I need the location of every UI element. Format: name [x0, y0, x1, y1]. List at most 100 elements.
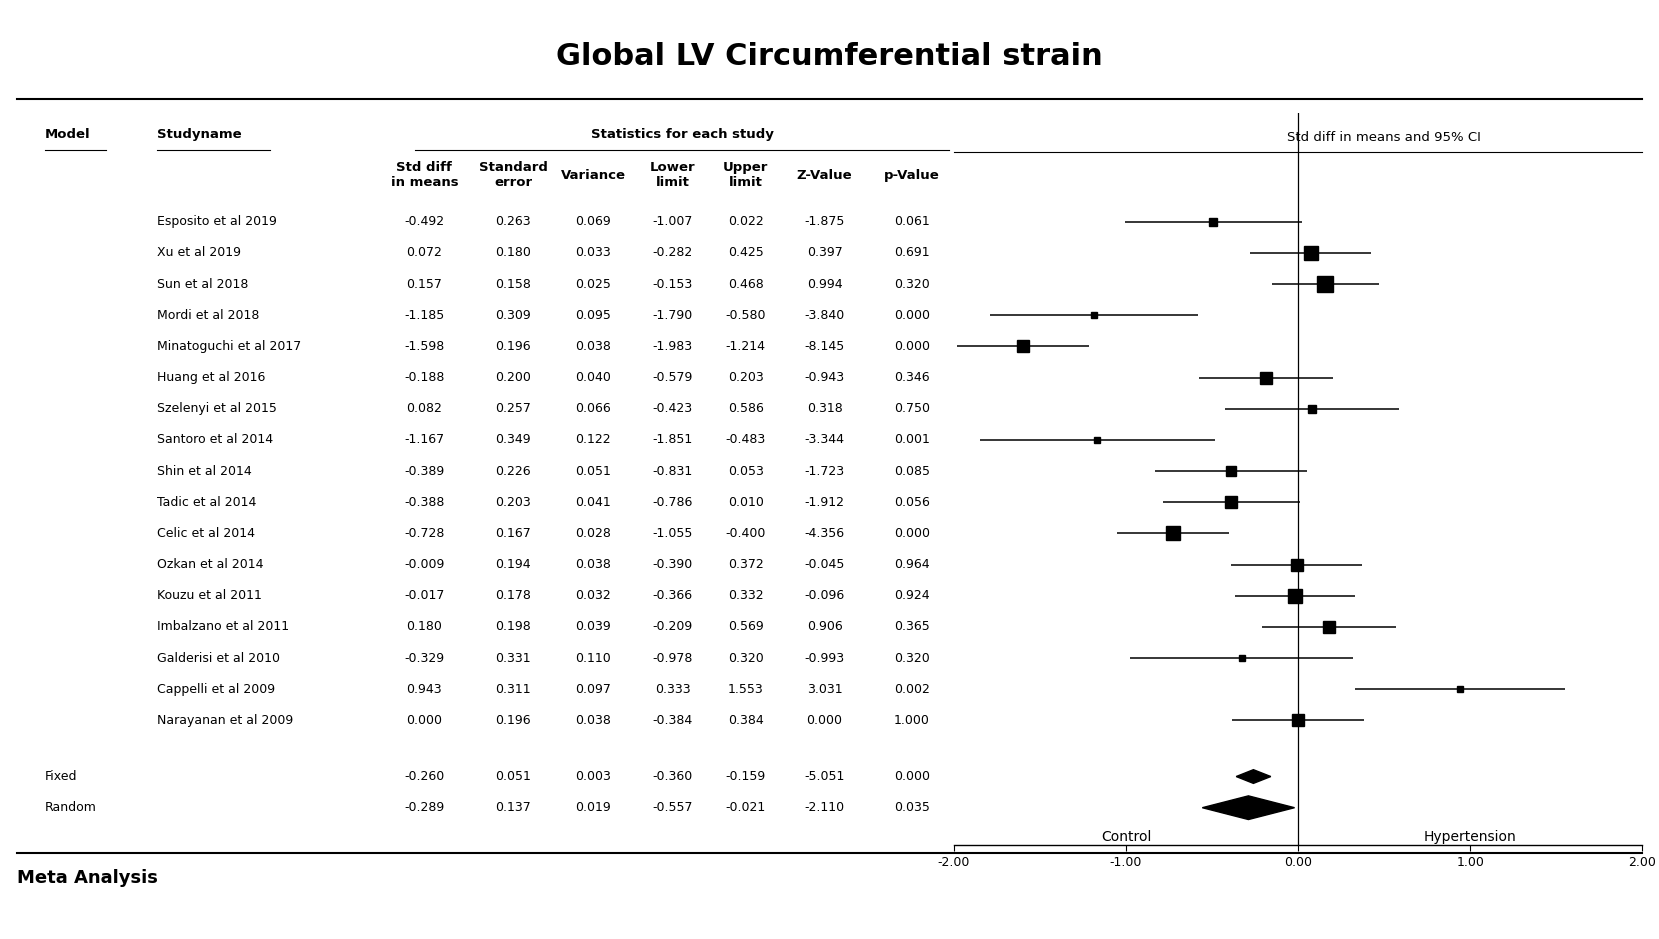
Text: Kouzu et al 2011: Kouzu et al 2011: [158, 590, 262, 602]
Text: 0.032: 0.032: [576, 590, 611, 602]
Text: 0.569: 0.569: [728, 621, 763, 634]
Text: -0.423: -0.423: [652, 402, 693, 415]
Text: 0.468: 0.468: [728, 278, 763, 290]
Text: 0.372: 0.372: [728, 558, 763, 571]
Text: -0.483: -0.483: [725, 434, 766, 446]
Text: 0.196: 0.196: [496, 340, 531, 353]
Text: Standard
error: Standard error: [479, 161, 547, 189]
Text: -1.790: -1.790: [652, 309, 693, 322]
Text: -0.993: -0.993: [805, 652, 844, 665]
Text: 0.158: 0.158: [496, 278, 531, 290]
Text: -0.390: -0.390: [652, 558, 693, 571]
Text: 0.000: 0.000: [806, 714, 843, 727]
Text: 0.110: 0.110: [576, 652, 611, 665]
Text: -1.167: -1.167: [405, 434, 445, 446]
Text: -1.007: -1.007: [652, 215, 693, 228]
Text: -1.598: -1.598: [405, 340, 445, 353]
Text: 0.001: 0.001: [894, 434, 929, 446]
Text: 0.072: 0.072: [406, 246, 443, 259]
Text: 0.180: 0.180: [406, 621, 443, 634]
Text: 0.320: 0.320: [894, 278, 929, 290]
Text: Huang et al 2016: Huang et al 2016: [158, 371, 265, 384]
Text: Hypertension: Hypertension: [1423, 829, 1516, 843]
Text: 0.924: 0.924: [894, 590, 929, 602]
Text: -2.110: -2.110: [805, 801, 844, 814]
Text: -0.017: -0.017: [405, 590, 445, 602]
Text: Szelenyi et al 2015: Szelenyi et al 2015: [158, 402, 277, 415]
Text: Std diff in means and 95% CI: Std diff in means and 95% CI: [1287, 131, 1481, 144]
Text: Xu et al 2019: Xu et al 2019: [158, 246, 241, 259]
Text: 0.082: 0.082: [406, 402, 443, 415]
Text: -0.009: -0.009: [405, 558, 445, 571]
Text: 0.000: 0.000: [406, 714, 443, 727]
Text: 0.226: 0.226: [496, 465, 531, 478]
Text: 0.943: 0.943: [406, 683, 443, 696]
Text: -8.145: -8.145: [805, 340, 844, 353]
Text: 0.122: 0.122: [576, 434, 611, 446]
Text: -1.214: -1.214: [727, 340, 766, 353]
Text: Statistics for each study: Statistics for each study: [591, 128, 773, 141]
Text: Esposito et al 2019: Esposito et al 2019: [158, 215, 277, 228]
Text: 0.085: 0.085: [894, 465, 929, 478]
Text: 0.038: 0.038: [576, 714, 611, 727]
Text: Galderisi et al 2010: Galderisi et al 2010: [158, 652, 280, 665]
Text: -0.943: -0.943: [805, 371, 844, 384]
Text: Mordi et al 2018: Mordi et al 2018: [158, 309, 259, 322]
Text: 0.041: 0.041: [576, 496, 611, 509]
Text: -1.185: -1.185: [405, 309, 445, 322]
Text: 0.051: 0.051: [496, 770, 531, 783]
Text: 0.333: 0.333: [655, 683, 690, 696]
Text: 0.039: 0.039: [576, 621, 611, 634]
Text: -0.978: -0.978: [652, 652, 693, 665]
Text: 0.309: 0.309: [496, 309, 531, 322]
Text: 0.137: 0.137: [496, 801, 531, 814]
Text: 0.320: 0.320: [894, 652, 929, 665]
Text: 0.003: 0.003: [576, 770, 611, 783]
Text: 0.000: 0.000: [894, 770, 929, 783]
Text: Meta Analysis: Meta Analysis: [17, 869, 158, 886]
Text: Model: Model: [45, 128, 90, 141]
Text: Lower
limit: Lower limit: [650, 161, 695, 189]
Text: 0.349: 0.349: [496, 434, 531, 446]
Text: Minatoguchi et al 2017: Minatoguchi et al 2017: [158, 340, 302, 353]
Text: -0.366: -0.366: [652, 590, 693, 602]
Text: 0.066: 0.066: [576, 402, 611, 415]
Text: -4.356: -4.356: [805, 527, 844, 540]
Text: 1.000: 1.000: [894, 714, 929, 727]
Text: -1.851: -1.851: [652, 434, 693, 446]
Text: -3.344: -3.344: [805, 434, 844, 446]
Text: -0.728: -0.728: [405, 527, 445, 540]
Text: p-Value: p-Value: [884, 168, 939, 181]
Text: 0.097: 0.097: [576, 683, 611, 696]
Text: -0.096: -0.096: [805, 590, 844, 602]
Text: -0.289: -0.289: [405, 801, 445, 814]
Text: 0.194: 0.194: [496, 558, 531, 571]
Text: Variance: Variance: [561, 168, 625, 181]
Text: -0.360: -0.360: [652, 770, 693, 783]
Text: 0.750: 0.750: [894, 402, 929, 415]
Text: 0.038: 0.038: [576, 558, 611, 571]
Text: 0.994: 0.994: [806, 278, 843, 290]
Text: -1.875: -1.875: [805, 215, 844, 228]
Polygon shape: [1236, 770, 1271, 783]
Text: Shin et al 2014: Shin et al 2014: [158, 465, 252, 478]
Text: -0.389: -0.389: [405, 465, 445, 478]
Text: 0.061: 0.061: [894, 215, 929, 228]
Text: 3.031: 3.031: [806, 683, 843, 696]
Text: Santoro et al 2014: Santoro et al 2014: [158, 434, 274, 446]
Text: Fixed: Fixed: [45, 770, 78, 783]
Text: -0.153: -0.153: [652, 278, 693, 290]
Text: -0.045: -0.045: [805, 558, 844, 571]
Text: 0.025: 0.025: [576, 278, 611, 290]
Text: 0.196: 0.196: [496, 714, 531, 727]
Text: Random: Random: [45, 801, 96, 814]
Text: 0.397: 0.397: [806, 246, 843, 259]
Text: 0.320: 0.320: [728, 652, 763, 665]
Text: 0.040: 0.040: [576, 371, 611, 384]
Text: 0.332: 0.332: [728, 590, 763, 602]
Text: Upper
limit: Upper limit: [723, 161, 768, 189]
Text: 0.203: 0.203: [728, 371, 763, 384]
Text: 0.346: 0.346: [894, 371, 929, 384]
Text: Control: Control: [1102, 829, 1151, 843]
Text: -0.557: -0.557: [652, 801, 693, 814]
